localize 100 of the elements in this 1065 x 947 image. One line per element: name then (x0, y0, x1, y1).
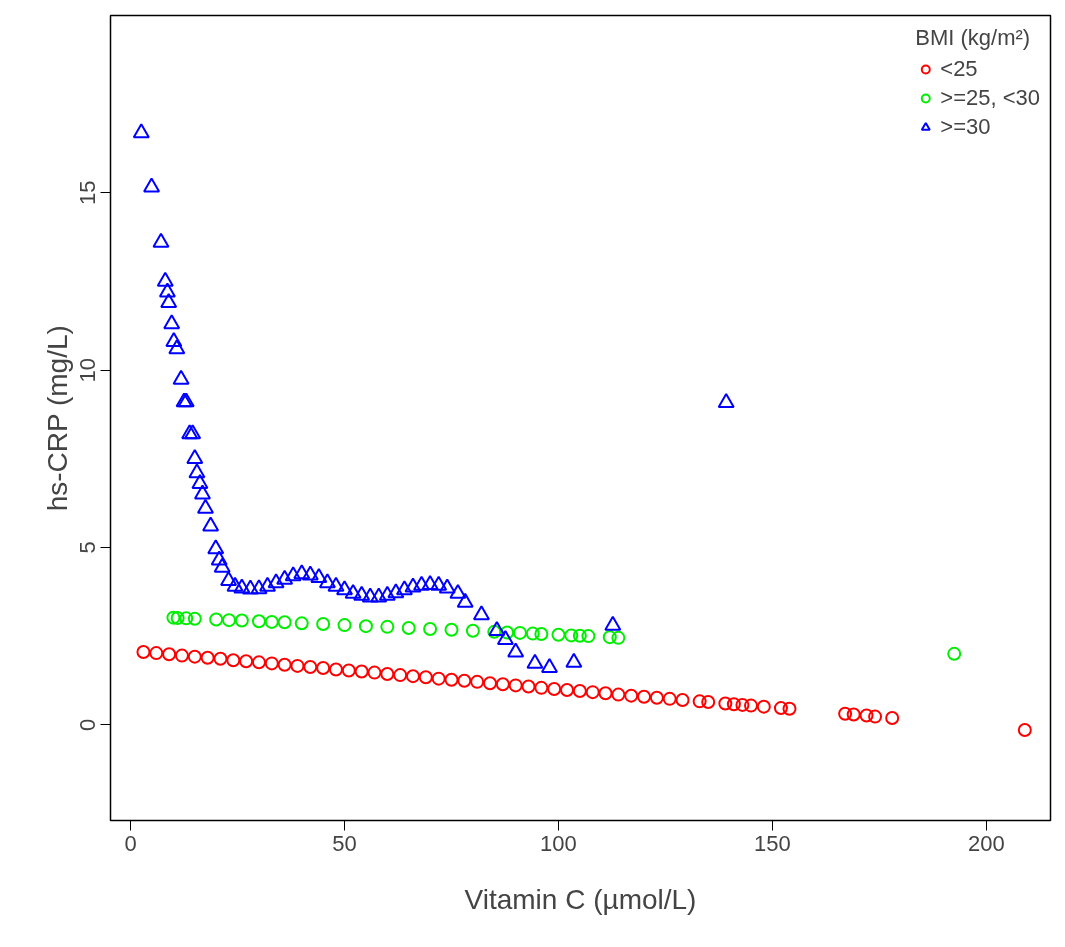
y-tick-label: 10 (75, 357, 101, 383)
point (170, 611, 185, 625)
x-tick-label: 50 (332, 830, 357, 856)
point (222, 613, 237, 628)
point (662, 691, 677, 706)
point (726, 697, 741, 712)
point (457, 673, 472, 688)
point (380, 619, 395, 634)
point (500, 625, 515, 640)
point (465, 623, 480, 638)
point (564, 628, 579, 643)
point (226, 653, 241, 668)
point (534, 626, 549, 641)
point (675, 692, 690, 707)
point (1017, 723, 1032, 738)
point (162, 647, 177, 662)
point (534, 680, 549, 695)
point (277, 615, 292, 630)
y-axis-title: hs-CRP (mg/L) (41, 325, 73, 512)
point (174, 648, 189, 663)
point (611, 630, 626, 645)
point (316, 661, 331, 675)
point (572, 684, 587, 699)
y-tick-label: 5 (75, 541, 101, 554)
point (701, 695, 716, 710)
point (846, 707, 861, 722)
point (598, 686, 613, 701)
point (624, 688, 639, 703)
legend-title: BMI (kg/m²) (915, 25, 1032, 51)
point (213, 651, 228, 666)
point (495, 677, 510, 692)
point (234, 613, 249, 628)
point (551, 627, 566, 642)
point (649, 690, 664, 705)
point (885, 711, 900, 725)
point (393, 668, 408, 683)
point (444, 672, 459, 687)
point (838, 706, 853, 721)
point (560, 683, 575, 697)
point (487, 624, 502, 639)
point (547, 681, 562, 696)
point (264, 656, 279, 671)
point (868, 709, 883, 724)
point (179, 611, 194, 626)
point (581, 629, 596, 644)
point (508, 678, 523, 693)
point (380, 667, 395, 682)
legend-label: <25 (940, 56, 978, 82)
x-axis-title: Vitamin C (µmol/L) (464, 883, 697, 915)
point (328, 662, 343, 677)
point (521, 679, 536, 694)
y-tick-label: 15 (75, 180, 101, 206)
point (418, 670, 433, 685)
point (444, 622, 459, 637)
point (303, 659, 318, 674)
point (209, 612, 224, 627)
point (200, 650, 215, 665)
point (316, 617, 331, 632)
point (277, 657, 292, 672)
y-tick-label: 0 (75, 718, 101, 731)
point (718, 696, 733, 711)
point (187, 649, 202, 664)
point (947, 646, 962, 661)
point (354, 664, 369, 679)
point (470, 674, 485, 689)
point (859, 708, 874, 723)
x-tick-label: 0 (124, 830, 137, 856)
point (483, 676, 498, 691)
point (341, 663, 356, 678)
point (773, 701, 788, 716)
point (431, 671, 446, 686)
legend-label: >=25, <30 (940, 85, 1040, 111)
point (692, 694, 707, 709)
point (251, 655, 266, 670)
point (367, 665, 382, 680)
point (423, 622, 438, 636)
point (525, 626, 540, 641)
point (735, 697, 750, 712)
point (611, 687, 626, 702)
point (264, 614, 279, 629)
legend-label: >=30 (940, 114, 991, 140)
point (251, 614, 266, 629)
point (149, 646, 164, 661)
point (294, 616, 309, 631)
point (756, 699, 771, 714)
point (358, 619, 373, 634)
point (187, 611, 202, 626)
point (744, 698, 758, 713)
point (637, 689, 652, 704)
point (401, 620, 416, 635)
point (337, 618, 352, 633)
point (602, 630, 617, 645)
point (585, 685, 600, 700)
point (136, 645, 151, 660)
point (239, 654, 254, 669)
point (166, 610, 181, 625)
x-tick-label: 150 (754, 830, 791, 856)
point (512, 625, 527, 640)
point (290, 658, 305, 673)
point (572, 628, 587, 643)
